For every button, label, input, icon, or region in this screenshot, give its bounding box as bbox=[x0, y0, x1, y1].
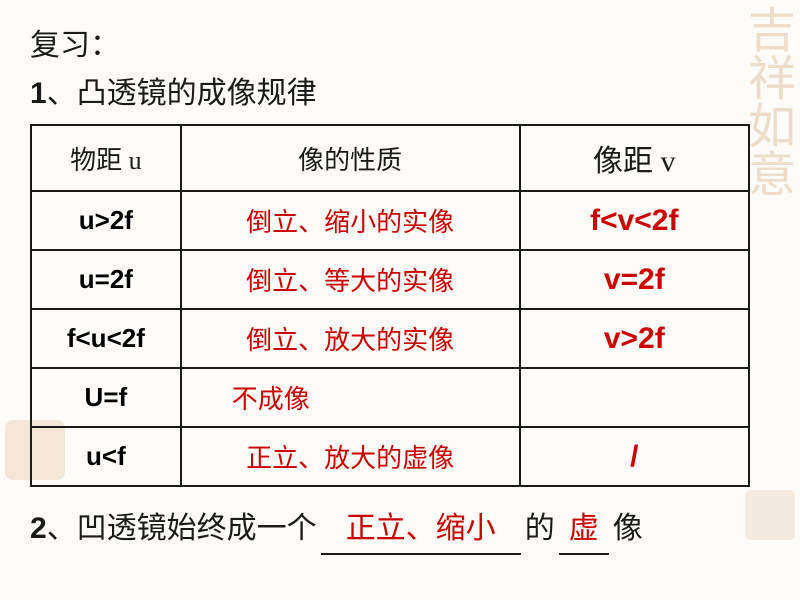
table-row: f<u<2f 倒立、放大的实像 v>2f bbox=[31, 309, 749, 368]
cell-prop: 正立、放大的虚像 bbox=[181, 427, 520, 486]
heading-2-number: 2 bbox=[30, 512, 47, 545]
heading-1-text: 、凸透镜的成像规律 bbox=[47, 77, 317, 110]
cell-u: f<u<2f bbox=[31, 309, 181, 368]
table-row: u<f 正立、放大的虚像 / bbox=[31, 427, 749, 486]
table-row: u>2f 倒立、缩小的实像 f<v<2f bbox=[31, 191, 749, 250]
blank-1: 正立、缩小 bbox=[321, 505, 521, 555]
blank-2: 虚 bbox=[559, 505, 609, 555]
review-label: 复习： bbox=[30, 20, 770, 64]
heading-1-number: 1 bbox=[30, 77, 47, 110]
cell-v bbox=[520, 368, 749, 427]
header-image-property: 像的性质 bbox=[181, 125, 520, 191]
cell-prop: 不成像 bbox=[181, 368, 520, 427]
cell-v: / bbox=[520, 427, 749, 486]
cell-prop: 倒立、等大的实像 bbox=[181, 250, 520, 309]
cell-v: v>2f bbox=[520, 309, 749, 368]
cell-u: u=2f bbox=[31, 250, 181, 309]
header-object-distance: 物距 u bbox=[31, 125, 181, 191]
lens-table: 物距 u 像的性质 像距 v u>2f 倒立、缩小的实像 f<v<2f u=2f… bbox=[30, 124, 750, 487]
sentence2-mid: 的 bbox=[525, 512, 555, 545]
cell-v: v=2f bbox=[520, 250, 749, 309]
slide-content: 复习： 1、凸透镜的成像规律 物距 u 像的性质 像距 v u>2f 倒立、缩小… bbox=[0, 0, 800, 575]
cell-prop: 倒立、缩小的实像 bbox=[181, 191, 520, 250]
sentence2-suffix: 像 bbox=[613, 512, 643, 545]
cell-prop: 倒立、放大的实像 bbox=[181, 309, 520, 368]
cell-u: U=f bbox=[31, 368, 181, 427]
cell-u: u>2f bbox=[31, 191, 181, 250]
sentence2-prefix: 、凹透镜始终成一个 bbox=[47, 512, 317, 545]
table-header-row: 物距 u 像的性质 像距 v bbox=[31, 125, 749, 191]
cell-u: u<f bbox=[31, 427, 181, 486]
heading-2-sentence: 2、凹透镜始终成一个正立、缩小的虚像 bbox=[30, 505, 770, 555]
header-image-distance: 像距 v bbox=[520, 125, 749, 191]
table-row: u=2f 倒立、等大的实像 v=2f bbox=[31, 250, 749, 309]
heading-1: 1、凸透镜的成像规律 bbox=[30, 68, 770, 112]
table-row: U=f 不成像 bbox=[31, 368, 749, 427]
cell-v: f<v<2f bbox=[520, 191, 749, 250]
